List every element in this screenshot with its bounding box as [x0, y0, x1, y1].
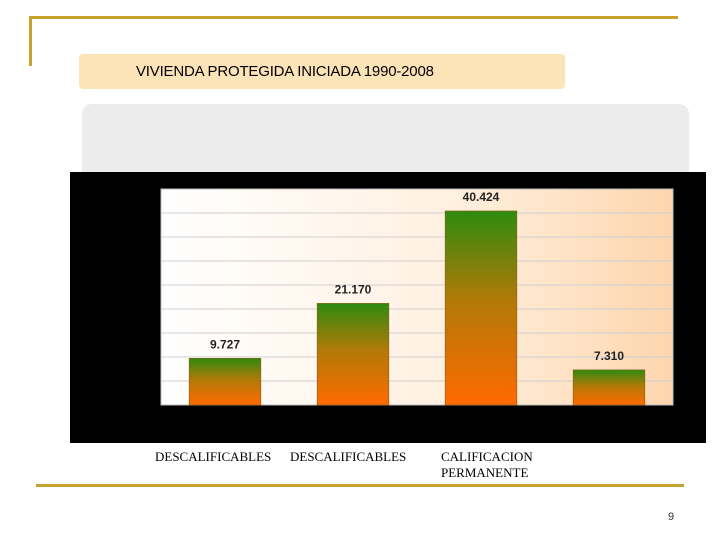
data-label: 7.310	[594, 349, 624, 363]
frame-bottom-border	[36, 484, 684, 487]
data-label: 9.727	[210, 337, 240, 351]
bar	[316, 303, 390, 406]
bar	[444, 210, 518, 406]
frame-top-border	[29, 16, 678, 19]
category-label: DESCALIFICABLES	[155, 449, 272, 464]
page-number: 9	[668, 511, 675, 523]
data-labels-group: 9.727 21.170 40.424 7.310	[210, 190, 624, 363]
category-labels: DESCALIFICABLES DESCALIFICABLES CALIFICA…	[0, 449, 720, 489]
data-label: 21.170	[335, 282, 372, 296]
slide-title-box: VIVIENDA PROTEGIDA INICIADA 1990-2008	[79, 54, 565, 89]
bar	[572, 369, 646, 406]
frame-left-border	[29, 16, 32, 66]
data-label: 40.424	[463, 190, 500, 204]
category-label: CALIFICACION PERMANENTE	[441, 449, 533, 480]
bars-group	[188, 210, 646, 406]
category-label: DESCALIFICABLES	[290, 449, 407, 464]
slide-title: VIVIENDA PROTEGIDA INICIADA 1990-2008	[136, 63, 434, 80]
bar	[188, 358, 262, 406]
